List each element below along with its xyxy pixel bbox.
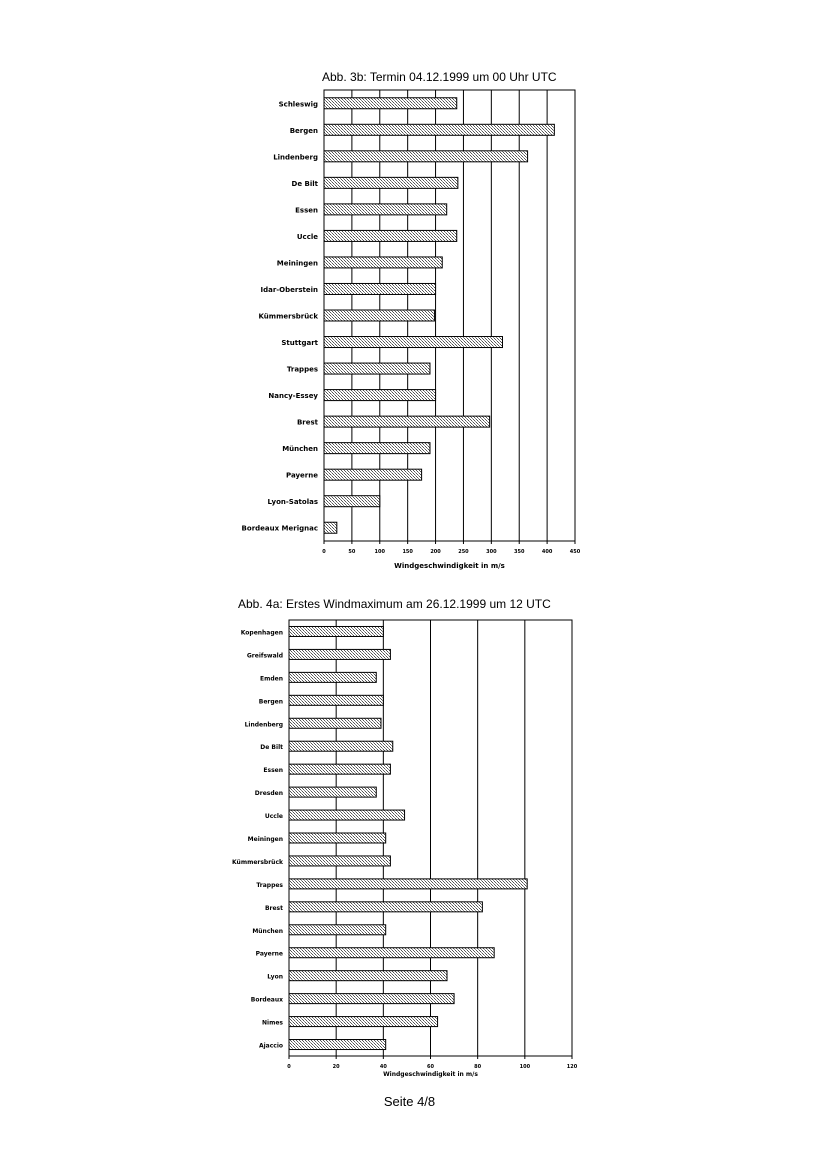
x-tick-label: 60	[427, 1064, 434, 1070]
bar	[288, 763, 391, 775]
category-label: Stuttgart	[281, 339, 318, 347]
bar	[288, 947, 495, 959]
category-label: Brest	[265, 905, 283, 912]
category-label: Ajaccio	[259, 1043, 283, 1050]
x-tick-label: 300	[486, 549, 497, 555]
x-tick-label: 100	[520, 1064, 531, 1070]
x-axis-label: Windgeschwindigkeit in m/s	[383, 1071, 478, 1078]
bar	[288, 993, 455, 1005]
category-label: Brest	[297, 419, 319, 427]
category-label: Essen	[295, 206, 318, 214]
bar	[288, 740, 394, 752]
bar	[288, 717, 382, 729]
bar	[323, 521, 338, 534]
bar	[323, 415, 491, 428]
category-label: Trappes	[256, 882, 283, 889]
category-label: München	[282, 445, 318, 453]
category-label: Essen	[263, 767, 283, 774]
bar	[323, 468, 423, 481]
category-label: Kopenhagen	[241, 629, 283, 636]
x-tick-label: 100	[375, 549, 386, 555]
category-label: Kümmersbrück	[259, 313, 319, 321]
category-label: Emden	[260, 675, 283, 682]
bar	[323, 203, 448, 216]
bar	[323, 362, 431, 375]
category-label: Kümmersbrück	[232, 859, 284, 866]
bar	[323, 229, 458, 242]
x-tick-label: 450	[570, 549, 581, 555]
bar	[288, 901, 483, 913]
bar	[323, 123, 555, 136]
category-label: München	[252, 928, 283, 935]
bar	[323, 282, 437, 295]
category-label: Meiningen	[248, 836, 283, 843]
category-label: De Bilt	[260, 744, 283, 751]
chart-2-title: Abb. 4a: Erstes Windmaximum am 26.12.199…	[238, 597, 551, 611]
x-tick-label: 350	[514, 549, 525, 555]
category-label: Bordeaux Merignac	[242, 525, 318, 533]
bar	[323, 442, 431, 455]
chart-1-title: Abb. 3b: Termin 04.12.1999 um 00 Uhr UTC	[322, 70, 557, 84]
bar	[323, 309, 435, 322]
category-label: Lyon-Satolas	[268, 498, 318, 506]
bar	[288, 648, 391, 660]
x-tick-label: 250	[458, 549, 469, 555]
bar	[288, 1039, 387, 1051]
category-label: Lindenberg	[273, 153, 318, 161]
bar	[323, 389, 437, 402]
category-label: Trappes	[287, 366, 318, 374]
bar	[323, 150, 529, 163]
x-tick-label: 80	[474, 1064, 481, 1070]
x-tick-label: 200	[430, 549, 441, 555]
category-label: Lyon	[267, 974, 283, 981]
category-label: Idar-Oberstein	[260, 286, 318, 294]
bar	[288, 809, 406, 821]
category-label: Uccle	[297, 233, 318, 241]
category-label: Greifswald	[247, 652, 283, 659]
bar	[288, 625, 384, 637]
x-tick-label: 0	[322, 549, 326, 555]
category-label: Schleswig	[279, 100, 318, 108]
bar	[288, 970, 448, 982]
category-label: De Bilt	[292, 180, 319, 188]
category-label: Bordeaux	[251, 997, 283, 1004]
category-label: Payerne	[256, 951, 283, 958]
x-tick-label: 400	[542, 549, 553, 555]
x-tick-label: 20	[333, 1064, 340, 1070]
bar	[288, 878, 528, 890]
bar	[323, 336, 503, 349]
x-tick-label: 40	[380, 1064, 387, 1070]
category-label: Bergen	[290, 127, 318, 135]
category-label: Meiningen	[277, 259, 318, 267]
bar	[288, 1016, 439, 1028]
category-label: Dresden	[255, 790, 283, 797]
bar	[323, 176, 459, 189]
category-label: Nancy-Essey	[268, 392, 318, 400]
x-tick-label: 150	[402, 549, 413, 555]
bar	[288, 924, 387, 936]
bar	[288, 694, 384, 706]
category-label: Bergen	[259, 698, 283, 705]
category-label: Lindenberg	[245, 721, 283, 728]
x-tick-label: 50	[348, 549, 355, 555]
bar	[323, 97, 458, 110]
x-tick-label: 120	[567, 1064, 578, 1070]
bar	[323, 495, 381, 508]
bar	[288, 855, 391, 867]
x-tick-label: 0	[287, 1064, 291, 1070]
x-axis-label: Windgeschwindigkeit in m/s	[394, 562, 505, 570]
category-label: Nimes	[262, 1020, 283, 1027]
bar	[288, 832, 387, 844]
bar	[288, 786, 377, 798]
category-label: Uccle	[265, 813, 283, 820]
category-label: Payerne	[286, 472, 318, 480]
bar	[323, 256, 443, 269]
page-footer: Seite 4/8	[383, 1094, 436, 1109]
bar	[288, 671, 377, 683]
